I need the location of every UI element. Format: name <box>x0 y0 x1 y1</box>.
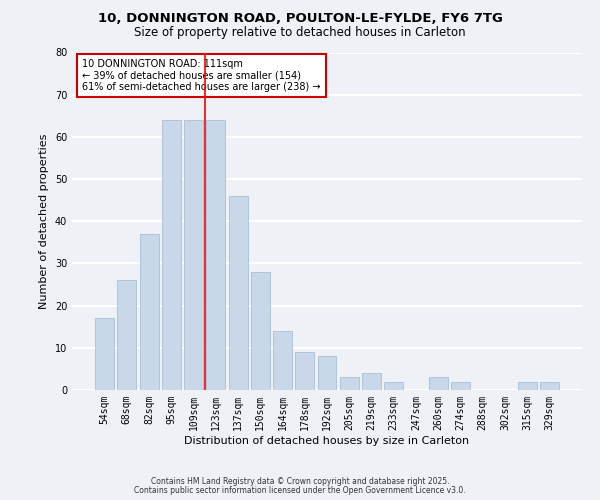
Bar <box>429 378 448 390</box>
Text: Contains HM Land Registry data © Crown copyright and database right 2025.: Contains HM Land Registry data © Crown c… <box>151 477 449 486</box>
X-axis label: Distribution of detached houses by size in Carleton: Distribution of detached houses by size … <box>184 436 470 446</box>
Bar <box>118 280 136 390</box>
Bar <box>295 352 314 390</box>
Bar <box>184 120 203 390</box>
Bar <box>317 356 337 390</box>
Bar <box>540 382 559 390</box>
Text: 10 DONNINGTON ROAD: 111sqm
← 39% of detached houses are smaller (154)
61% of sem: 10 DONNINGTON ROAD: 111sqm ← 39% of deta… <box>82 59 320 92</box>
Bar <box>384 382 403 390</box>
Bar <box>251 272 270 390</box>
Bar <box>340 378 359 390</box>
Text: Contains public sector information licensed under the Open Government Licence v3: Contains public sector information licen… <box>134 486 466 495</box>
Bar <box>518 382 536 390</box>
Y-axis label: Number of detached properties: Number of detached properties <box>39 134 49 309</box>
Bar <box>206 120 225 390</box>
Bar <box>362 373 381 390</box>
Bar <box>140 234 158 390</box>
Text: 10, DONNINGTON ROAD, POULTON-LE-FYLDE, FY6 7TG: 10, DONNINGTON ROAD, POULTON-LE-FYLDE, F… <box>98 12 502 26</box>
Bar <box>162 120 181 390</box>
Bar <box>451 382 470 390</box>
Bar <box>273 331 292 390</box>
Bar <box>229 196 248 390</box>
Bar <box>95 318 114 390</box>
Text: Size of property relative to detached houses in Carleton: Size of property relative to detached ho… <box>134 26 466 39</box>
